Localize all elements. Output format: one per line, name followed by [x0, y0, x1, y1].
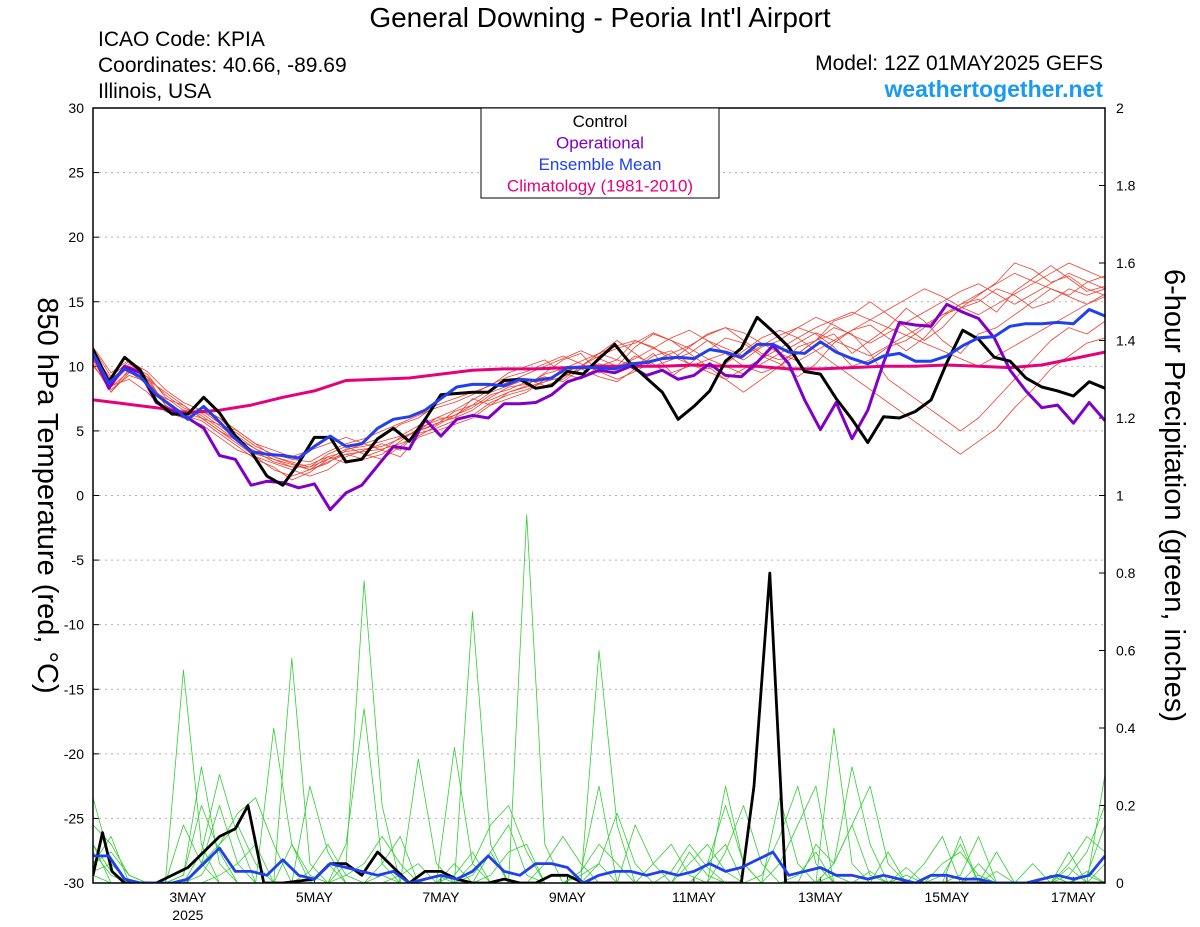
y-right-tick-label: 0: [1116, 875, 1124, 891]
precip-member-line: [93, 785, 1105, 883]
y-left-tick-label: -5: [72, 552, 85, 568]
precip-member-line: [93, 797, 1105, 883]
y-right-tick-label: 0.6: [1116, 643, 1136, 659]
temp-climatology-line: [93, 350, 1105, 415]
y-right-tick-label: 1.2: [1116, 410, 1136, 426]
y-left-tick-label: -20: [64, 746, 84, 762]
legend-box: [480, 107, 720, 199]
chart-title: General Downing - Peoria Int'l Airport: [369, 2, 831, 33]
x-tick-sublabel: 2025: [172, 907, 203, 923]
y-right-tick-label: 0.8: [1116, 565, 1136, 581]
precip-ensemble-mean-line: [93, 846, 1105, 883]
precip-member-line: [93, 669, 1105, 883]
temp-member-line: [93, 262, 1105, 463]
temp-member-line: [93, 329, 1105, 468]
model-run: Model: 12Z 01MAY2025 GEFS: [815, 52, 1103, 75]
legend-item: Ensemble Mean: [539, 155, 662, 174]
y-left-tick-label: -10: [64, 617, 84, 633]
plot-layer: [93, 262, 1105, 883]
coordinates: Coordinates: 40.66, -89.69: [98, 54, 347, 77]
x-tick-label: 3MAY: [169, 889, 207, 905]
y-left-tick-label: 10: [68, 358, 84, 374]
y-left-tick-label: 25: [68, 165, 84, 181]
y-left-tick-label: 0: [76, 488, 84, 504]
y-right-axis-title: 6-hour Precipitation (green, inches): [1158, 269, 1190, 722]
y-right-tick-label: 1.8: [1116, 178, 1136, 194]
precip-member-line: [93, 708, 1105, 883]
precip-member-line: [93, 785, 1105, 883]
y-right-tick-label: 0.4: [1116, 720, 1136, 736]
y-left-tick-label: 15: [68, 294, 84, 310]
y-left-tick-label: 5: [76, 423, 84, 439]
y-right-tick-label: 1.6: [1116, 255, 1136, 271]
precip-member-line: [93, 514, 1105, 883]
x-tick-label: 17MAY: [1051, 889, 1097, 905]
region: Illinois, USA: [98, 80, 212, 103]
precip-member-line: [93, 580, 1105, 883]
x-tick-label: 7MAY: [422, 889, 460, 905]
y-left-tick-label: -30: [64, 875, 84, 891]
temp-control-line: [93, 315, 1105, 487]
x-tick-label: 9MAY: [549, 889, 587, 905]
y-right-tick-label: 1.4: [1116, 333, 1136, 349]
y-right-tick-label: 2: [1116, 100, 1124, 116]
y-left-tick-label: 20: [68, 229, 84, 245]
legend-item: Operational: [556, 134, 644, 153]
temp-member-line: [93, 293, 1105, 468]
y-left-tick-label: -15: [64, 681, 84, 697]
legend-item: Control: [573, 112, 628, 131]
temp-operational-line: [93, 302, 1105, 512]
y-right-tick-label: 1: [1116, 488, 1124, 504]
y-left-tick-label: -25: [64, 810, 84, 826]
x-tick-label: 13MAY: [798, 889, 844, 905]
precip-control-line: [93, 571, 1105, 883]
precip-member-line: [93, 657, 1105, 883]
x-tick-label: 15MAY: [924, 889, 970, 905]
temp-member-line: [93, 265, 1105, 481]
y-left-tick-label: 30: [68, 100, 84, 116]
y-right-tick-label: 0.2: [1116, 798, 1136, 814]
x-tick-label: 11MAY: [672, 889, 716, 905]
x-tick-label: 5MAY: [296, 889, 334, 905]
temp-member-line: [93, 320, 1105, 477]
legend-item: Climatology (1981-2010): [507, 177, 693, 196]
temp-ensemble-mean-line: [93, 308, 1105, 460]
y-left-axis-title: 850 hPa Temperature (red, °C): [31, 297, 63, 693]
icao-code: ICAO Code: KPIA: [98, 28, 265, 51]
site-link[interactable]: weathertogether.net: [884, 76, 1103, 102]
